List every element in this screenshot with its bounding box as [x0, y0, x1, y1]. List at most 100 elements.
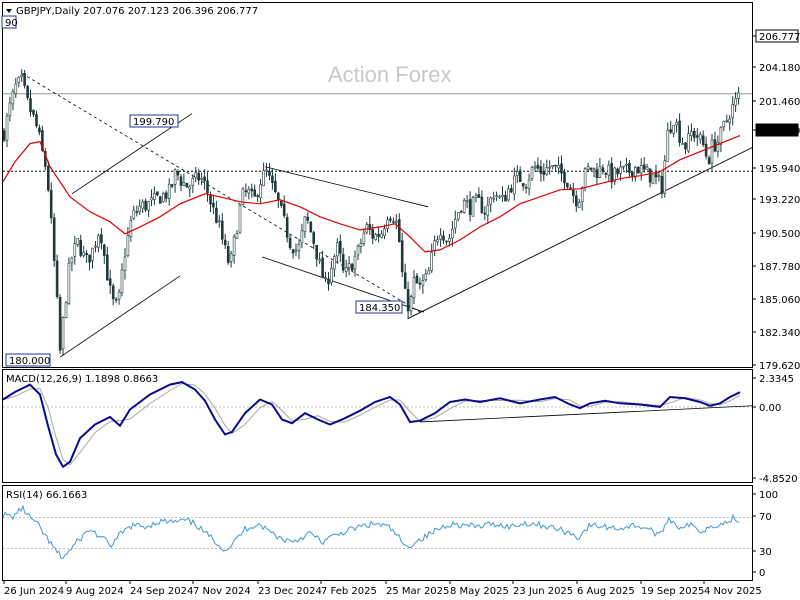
- candle: [141, 199, 144, 213]
- candle: [545, 159, 549, 176]
- candle: [55, 254, 59, 299]
- candle: [235, 230, 239, 239]
- candle: [173, 168, 177, 193]
- candle: [536, 157, 540, 172]
- candle: [159, 195, 162, 204]
- macd-y-tick-label: 0.00: [759, 403, 781, 414]
- x-tick-label: 26 Jun 2024: [4, 586, 64, 597]
- candle: [645, 163, 649, 170]
- candle: [389, 216, 392, 223]
- candle: [356, 244, 360, 260]
- candle: [625, 157, 628, 173]
- candle: [256, 193, 260, 202]
- candle: [651, 174, 655, 184]
- y-tick-label: 185.060: [759, 295, 800, 306]
- candle: [285, 213, 289, 243]
- candle: [448, 233, 451, 247]
- candle: [607, 160, 611, 181]
- candle: [144, 198, 147, 212]
- candle: [135, 205, 139, 217]
- candle: [400, 232, 404, 278]
- candle: [11, 88, 15, 111]
- candle: [333, 254, 336, 277]
- candle: [636, 166, 640, 174]
- candle: [73, 235, 77, 265]
- candle: [35, 110, 38, 128]
- rsi-y-axis: 100 70 30 0: [752, 490, 778, 579]
- candle: [483, 206, 487, 220]
- candle: [701, 130, 705, 147]
- candle: [374, 232, 378, 241]
- candle: [17, 76, 21, 88]
- candle: [524, 183, 528, 194]
- flag-upper-line: [264, 166, 429, 208]
- candle: [229, 250, 233, 268]
- candle: [530, 165, 534, 182]
- candle: [468, 191, 472, 222]
- candle: [61, 316, 65, 357]
- candle: [341, 247, 345, 274]
- candle: [312, 230, 316, 250]
- candle: [212, 194, 215, 215]
- candle: [306, 212, 310, 224]
- x-tick-label: 7 Nov 2024: [193, 586, 251, 597]
- rsi-y-tick-label: 100: [759, 490, 778, 501]
- y-tick-label: 201.460: [759, 97, 800, 108]
- candle: [504, 190, 507, 202]
- candle: [477, 187, 481, 198]
- candle: [253, 184, 256, 197]
- candle: [551, 165, 555, 170]
- candle: [223, 234, 227, 249]
- candle: [459, 210, 463, 214]
- candle: [442, 230, 445, 244]
- label-180000: 180.000: [5, 353, 51, 367]
- candle: [103, 243, 106, 264]
- candle: [453, 210, 457, 234]
- candle: [604, 172, 608, 179]
- price-header: GBPJPY,Daily 207.076 207.123 206.396 206…: [16, 6, 258, 17]
- svg-text:199.040: 199.040: [759, 126, 800, 137]
- candle: [156, 191, 159, 197]
- candle: [672, 125, 676, 138]
- candle: [335, 238, 339, 264]
- candle: [675, 118, 678, 133]
- candle: [197, 168, 200, 185]
- symbol-dropdown-icon[interactable]: [6, 9, 12, 13]
- svg-text:206.777: 206.777: [759, 32, 800, 43]
- price-y-axis: 206.777 204.180 201.460 199.040 195.940 193.2…: [752, 29, 800, 372]
- candle: [725, 114, 729, 123]
- candle: [666, 122, 670, 162]
- candle: [247, 186, 251, 200]
- candle: [424, 269, 428, 282]
- x-tick-label: 8 May 2025: [450, 586, 509, 597]
- candle: [495, 191, 498, 201]
- x-tick-label: 25 Mar 2025: [386, 586, 449, 597]
- candle: [29, 90, 32, 117]
- candle: [353, 250, 357, 277]
- x-tick-label: 23 Jun 2025: [513, 586, 573, 597]
- candle: [527, 173, 531, 196]
- candle: [85, 249, 88, 263]
- rsi-title: RSI(14) 66.1663: [6, 490, 87, 501]
- y-tick-label: 204.180: [759, 63, 800, 74]
- macd-y-axis: 2.3345 0.00 -4.8520: [752, 374, 798, 485]
- candle: [507, 185, 510, 202]
- candle: [274, 173, 277, 194]
- macd-lines: [2, 381, 753, 469]
- candle: [67, 257, 71, 305]
- candle: [427, 266, 431, 275]
- candle: [383, 224, 386, 240]
- ma-line: [2, 135, 741, 253]
- candle: [218, 215, 221, 228]
- y-tick-label: 179.620: [759, 361, 800, 372]
- candle: [297, 238, 301, 260]
- candle: [238, 203, 242, 234]
- candle: [194, 166, 197, 183]
- candle: [82, 246, 85, 258]
- candle: [91, 247, 94, 269]
- candle: [191, 174, 195, 194]
- candle: [456, 212, 460, 222]
- candle: [303, 216, 307, 239]
- candle: [170, 184, 174, 189]
- candle: [250, 183, 254, 198]
